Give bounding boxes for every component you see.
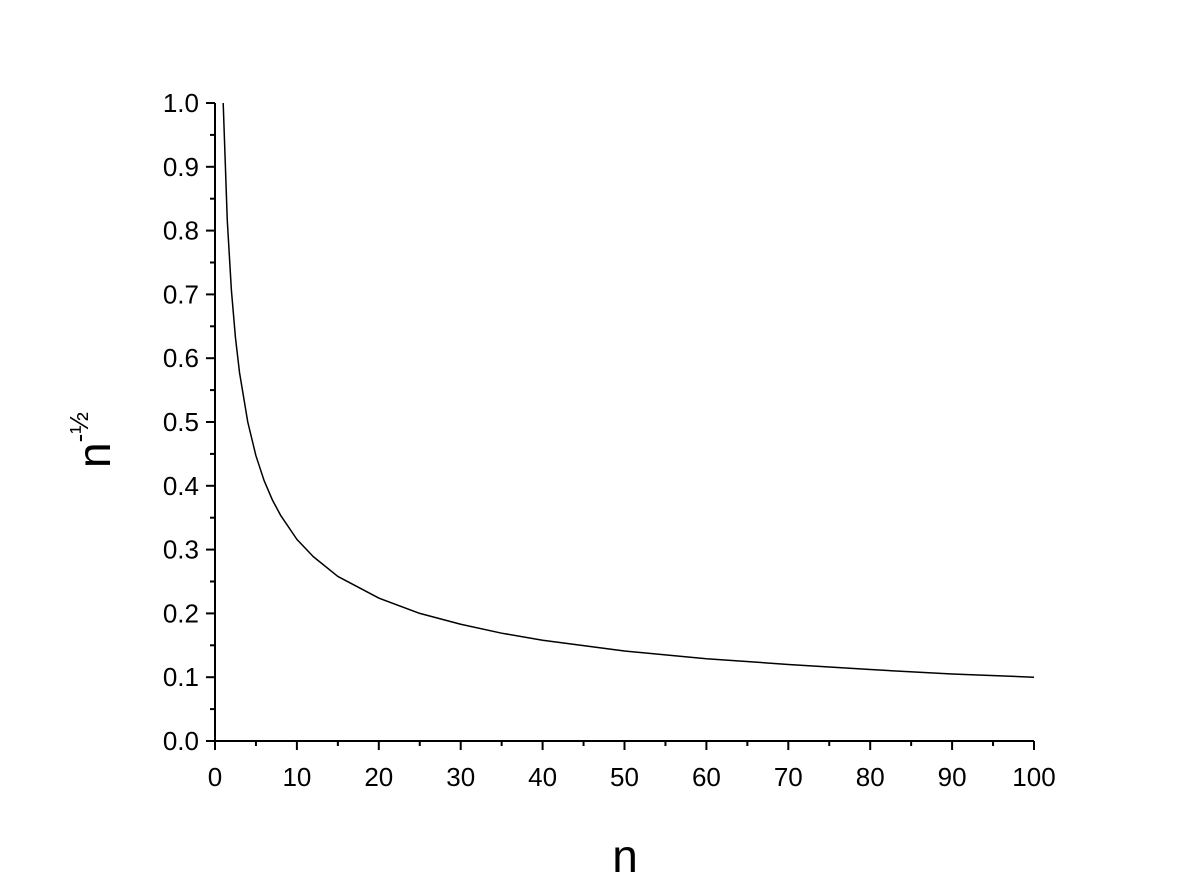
y-tick-label: 0.2: [163, 598, 199, 628]
y-tick-label: 0.5: [163, 407, 199, 437]
y-axis-title: n-½: [64, 412, 120, 468]
y-tick-label: 0.1: [163, 662, 199, 692]
y-tick-label: 0.0: [163, 726, 199, 756]
y-tick-label: 0.8: [163, 216, 199, 246]
x-tick-label: 50: [610, 762, 639, 792]
y-tick-label: 1.0: [163, 88, 199, 118]
x-tick-label: 100: [1012, 762, 1055, 792]
x-tick-label: 70: [774, 762, 803, 792]
x-tick-label: 30: [446, 762, 475, 792]
x-tick-label: 10: [282, 762, 311, 792]
y-tick-label: 0.6: [163, 343, 199, 373]
x-tick-label: 90: [938, 762, 967, 792]
y-tick-label: 0.7: [163, 279, 199, 309]
y-tick-label: 0.9: [163, 152, 199, 182]
y-axis-title-superscript: -½: [64, 412, 94, 442]
y-axis-title-base: n: [68, 442, 120, 468]
x-axis-title: n: [612, 830, 638, 882]
x-tick-label: 0: [208, 762, 222, 792]
y-tick-label: 0.3: [163, 535, 199, 565]
data-line: [222, 102, 1035, 678]
x-tick-label: 80: [856, 762, 885, 792]
x-tick-label: 20: [364, 762, 393, 792]
x-tick-label: 60: [692, 762, 721, 792]
x-tick-label: 40: [528, 762, 557, 792]
y-tick-label: 0.4: [163, 471, 199, 501]
